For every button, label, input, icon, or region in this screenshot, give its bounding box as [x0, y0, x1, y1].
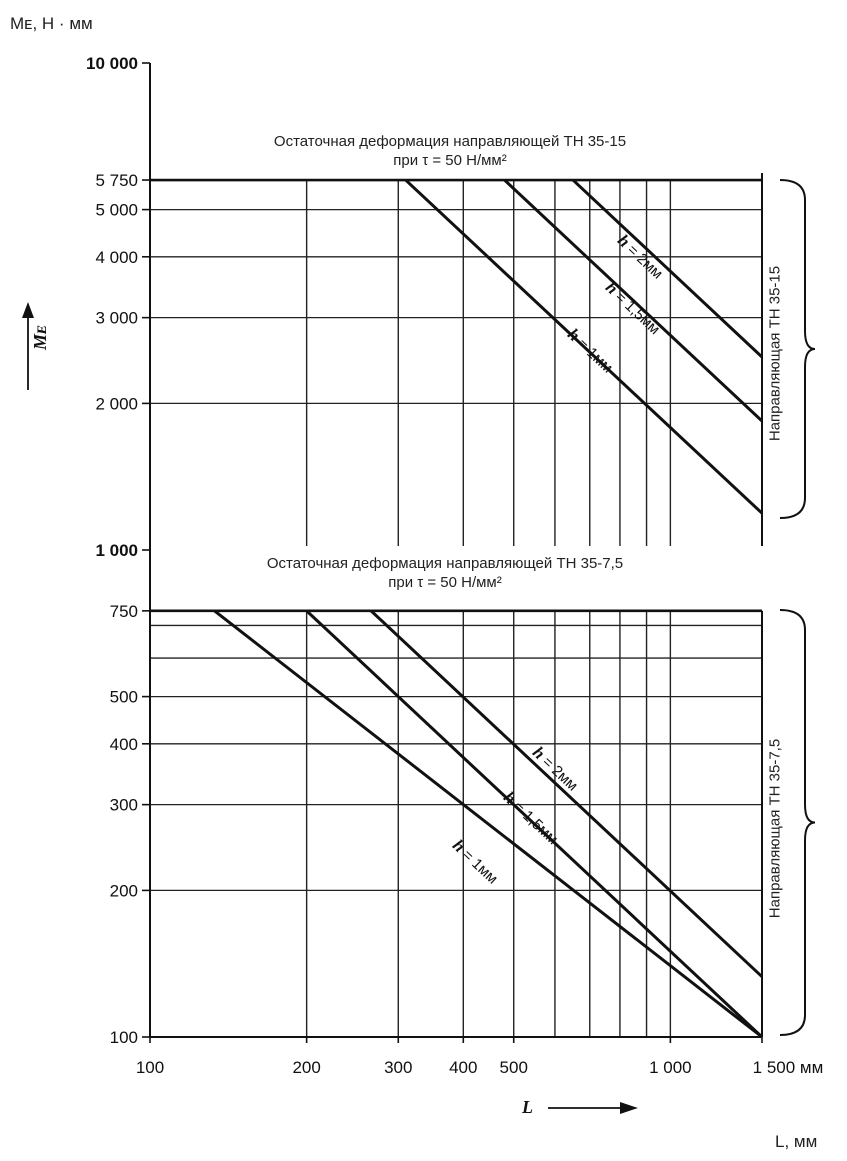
- y-tick-label: 1 000: [95, 541, 138, 560]
- lower-limit-annotation: Остаточная деформация направляющей ТН 35…: [175, 554, 715, 592]
- y-tick-label: 200: [110, 881, 138, 900]
- y-axis-symbol: Mᴇ: [30, 290, 55, 350]
- y-axis-symbol-text: Mᴇ: [30, 325, 50, 350]
- y-tick-label: 5 750: [95, 171, 138, 190]
- y-tick-label: 400: [110, 735, 138, 754]
- x-tick-label: 400: [449, 1058, 477, 1077]
- x-axis-unit-label: L, мм: [775, 1132, 818, 1151]
- upper-limit-annotation: Остаточная деформация направляющей ТН 35…: [180, 132, 720, 170]
- y-tick-label: 750: [110, 602, 138, 621]
- tick-label-layer: 100 200 300 400 500 750 1 000 2 000 3 000 4 000 5 …: [86, 54, 823, 1077]
- x-axis-symbol: L: [522, 1097, 533, 1117]
- y-tick-label: 500: [110, 688, 138, 707]
- x-tick-label: 200: [292, 1058, 320, 1077]
- series-line: [571, 178, 764, 359]
- y-tick-label: 300: [110, 796, 138, 815]
- upper-limit-subtitle: при τ = 50 Н/мм²: [393, 152, 507, 169]
- y-tick-label: 5 000: [95, 201, 138, 220]
- x-tick-label: 300: [384, 1058, 412, 1077]
- series-line: [213, 609, 763, 1039]
- lower-group-bracket: [779, 609, 816, 1036]
- series-line: [305, 609, 764, 1039]
- series-line: [503, 178, 764, 423]
- y-tick-label: 3 000: [95, 309, 138, 328]
- series-line: [404, 178, 764, 515]
- y-tick-label: 2 000: [95, 394, 138, 413]
- series-line: [370, 609, 764, 978]
- y-axis-unit-label: Mᴇ, Н · мм: [10, 14, 93, 33]
- upper-limit-title: Остаточная деформация направляющей ТН 35…: [273, 133, 627, 150]
- series-layer: [213, 178, 764, 1039]
- y-axis-arrowhead: [22, 302, 34, 318]
- x-tick-label: 500: [500, 1058, 528, 1077]
- upper-group-bracket: [779, 179, 816, 519]
- y-tick-label: 10 000: [86, 54, 138, 73]
- x-tick-label: 100: [136, 1058, 164, 1077]
- grid-layer: [150, 180, 762, 1038]
- lower-limit-title: Остаточная деформация направляющей ТН 35…: [266, 555, 624, 572]
- y-tick-label: 4 000: [95, 248, 138, 267]
- x-tick-label: 1 500 мм: [753, 1058, 824, 1077]
- upper-group-label: Направляющая ТН 35-15: [766, 265, 784, 442]
- bracket-layer: [779, 179, 816, 1036]
- y-tick-label: 100: [110, 1028, 138, 1047]
- x-axis-arrowhead: [620, 1102, 638, 1114]
- lower-group-label: Направляющая ТН 35-7,5: [766, 738, 784, 919]
- lower-limit-subtitle: при τ = 50 Н/мм²: [388, 574, 502, 591]
- x-tick-label: 1 000: [649, 1058, 692, 1077]
